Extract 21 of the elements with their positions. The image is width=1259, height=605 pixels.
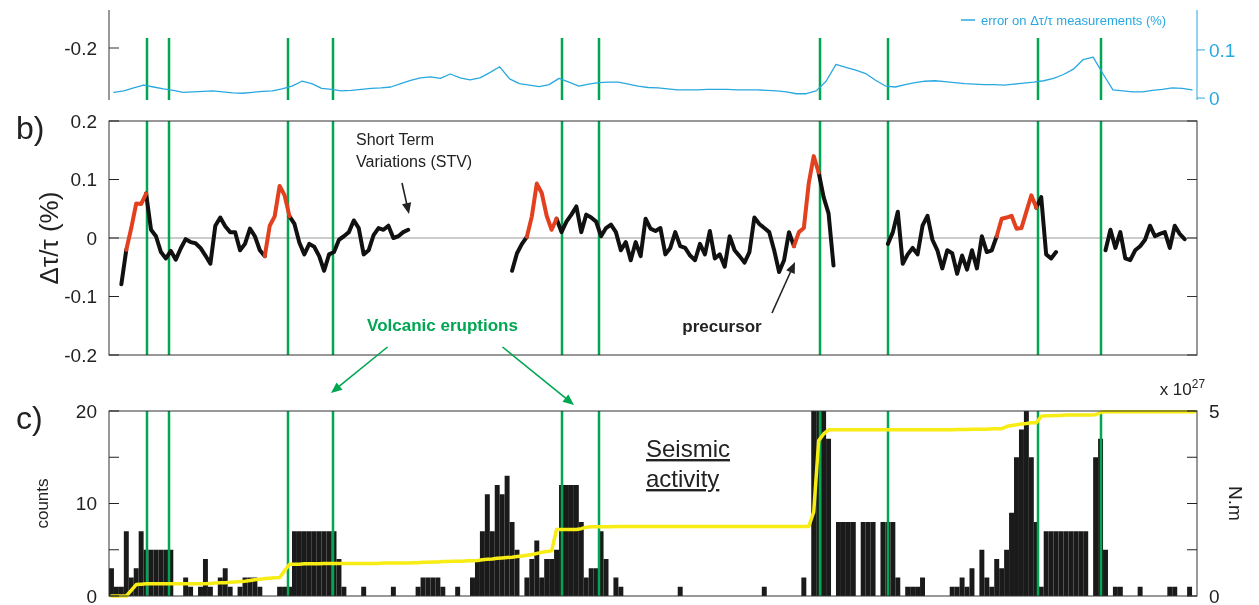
y2-axis-title: N.m [1225,486,1246,521]
y-tick-label: 10 [75,493,97,515]
y-axis-title: counts [33,478,52,529]
y-tick-label: 20 [75,400,97,422]
y-tick-label: 0 [86,227,97,249]
chart-title: c) [16,400,43,436]
y-tick-label: -0.2 [64,344,97,366]
y-tick-label: 0.1 [1209,39,1236,61]
text: x 10$^{27}$ [1159,377,1206,399]
y-tick-label: 0.1 [70,169,97,191]
y2-tick-label: 5 [1209,400,1220,422]
annotation: Short Term Variations (STV) [356,131,473,170]
y-axis-title: Δτ/τ (%) [34,191,64,285]
y-tick-label: -0.1 [64,286,97,308]
annotation: precursor [682,317,763,336]
annotation: Seismic activity [646,435,731,492]
y-tick-label: 0 [86,585,97,605]
annotation: Volcanic eruptions [367,316,518,335]
chart-title: b) [16,110,45,146]
y-tick-label: 0.2 [70,110,97,132]
legend-label: error on Δτ/τ measurements (%) [981,12,1167,28]
